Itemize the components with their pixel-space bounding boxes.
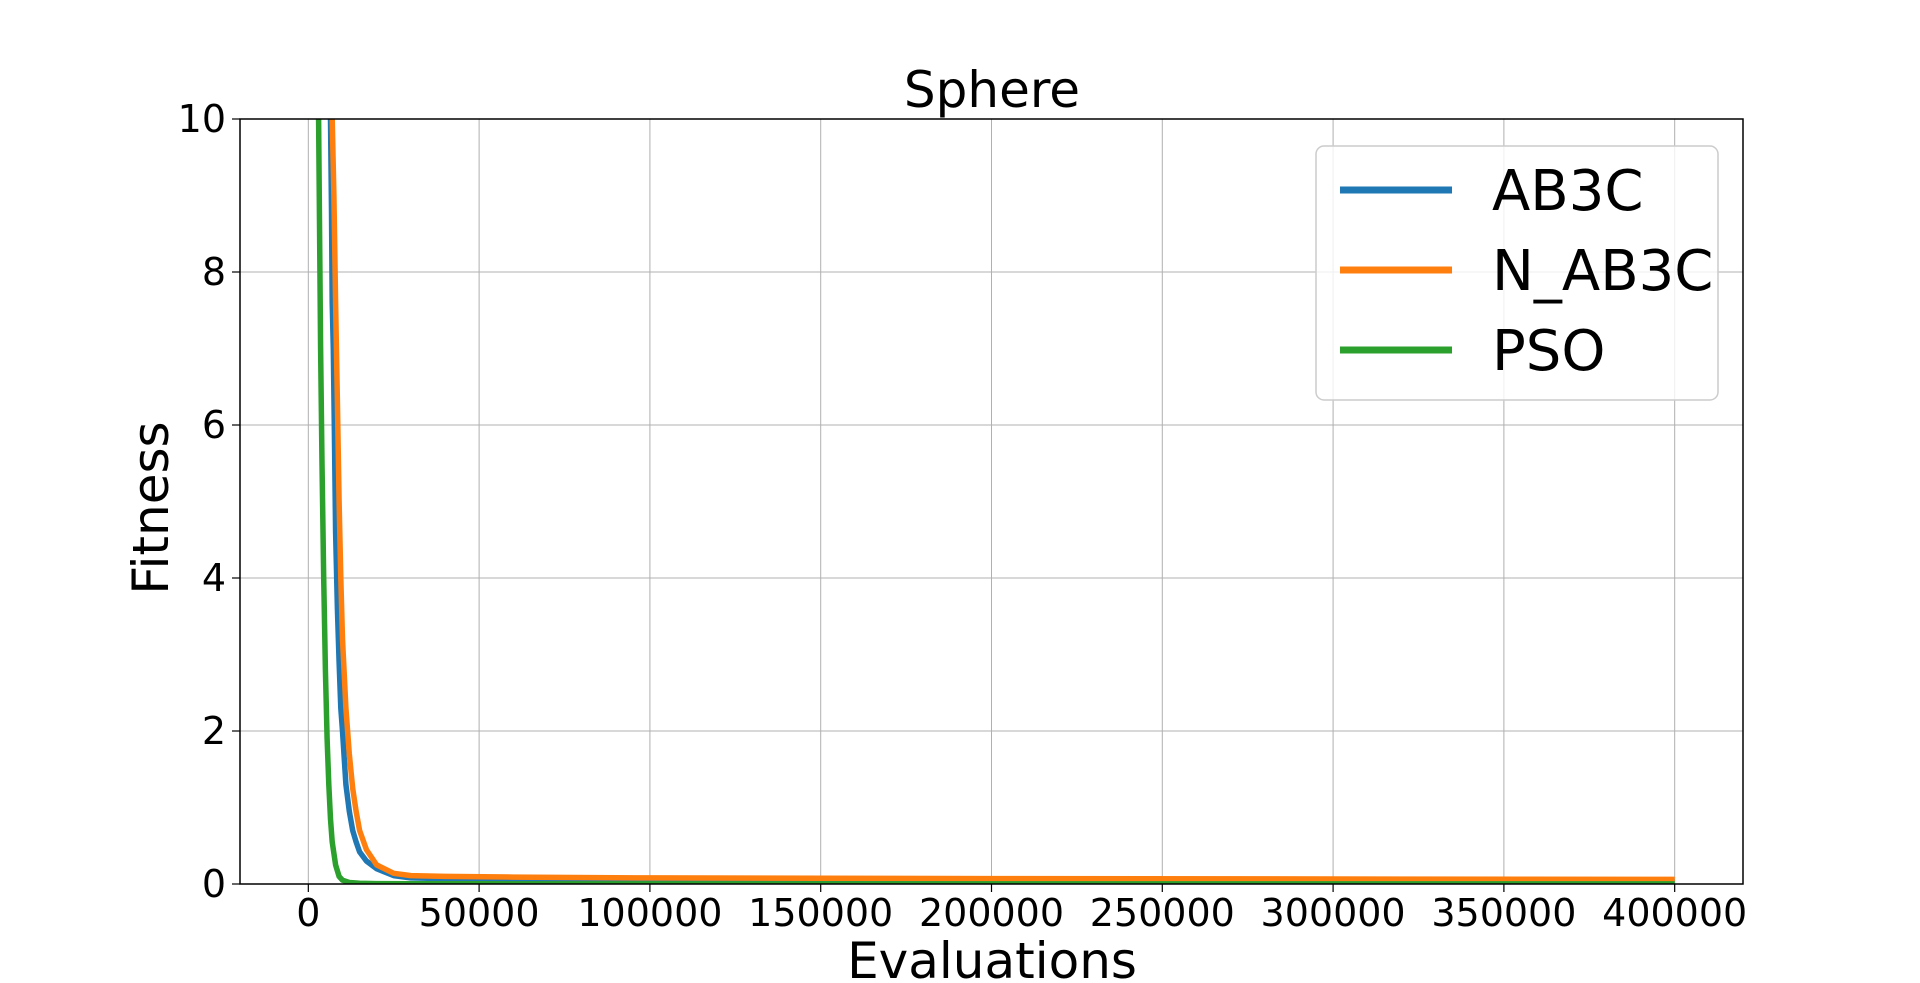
x-tick-label: 100000	[577, 891, 722, 935]
y-tick-label: 2	[202, 709, 226, 753]
legend-label-pso: PSO	[1492, 319, 1605, 384]
legend-box	[1315, 145, 1719, 401]
legend: AB3C N_AB3C PSO	[1315, 145, 1719, 401]
x-tick-label: 250000	[1090, 891, 1235, 935]
axis-ticks: 0 50000 100000 150000 200000 250000 300000 3500…	[178, 97, 1748, 935]
legend-label-n-ab3c: N_AB3C	[1492, 239, 1713, 304]
x-tick-label: 350000	[1431, 891, 1576, 935]
y-tick-label: 6	[202, 403, 226, 447]
x-axis-label: Evaluations	[847, 932, 1137, 983]
y-axis-label: Fitness	[122, 421, 180, 594]
chart-title: Sphere	[904, 61, 1080, 119]
series-line-n-ab3c	[329, 119, 1675, 883]
x-tick-label: 150000	[748, 891, 893, 935]
y-tick-label: 4	[202, 556, 226, 600]
legend-items: AB3C N_AB3C PSO	[1340, 159, 1713, 384]
x-tick-label: 0	[296, 891, 320, 935]
y-tick-label: 0	[202, 862, 226, 906]
x-tick-label: 50000	[419, 891, 540, 935]
legend-label-ab3c: AB3C	[1492, 159, 1643, 224]
y-tick-label: 8	[202, 250, 226, 294]
x-tick-label: 400000	[1602, 891, 1747, 935]
y-tick-label: 10	[178, 97, 226, 141]
x-tick-label: 300000	[1261, 891, 1406, 935]
x-tick-label: 200000	[919, 891, 1064, 935]
